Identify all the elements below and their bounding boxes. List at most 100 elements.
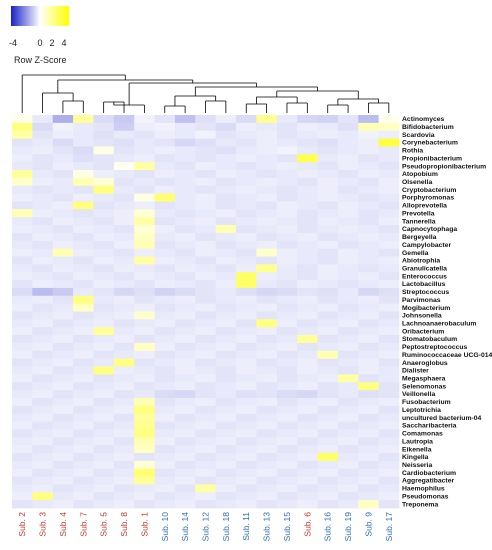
heatmap-cell xyxy=(113,170,135,179)
heatmap-cell xyxy=(134,382,155,391)
heatmap-cell xyxy=(32,468,54,477)
heatmap-cell xyxy=(73,280,94,289)
heatmap-cell xyxy=(337,287,359,297)
heatmap-cell xyxy=(12,209,33,218)
heatmap-cell xyxy=(297,445,318,454)
heatmap-cell xyxy=(337,382,359,391)
heatmap-cell xyxy=(358,335,380,344)
heatmap-cell xyxy=(154,201,176,210)
heatmap-cell xyxy=(337,154,359,163)
row-label: Alloprevotella xyxy=(402,203,447,210)
heatmap-cell xyxy=(73,225,94,234)
heatmap-cell xyxy=(276,350,298,360)
heatmap-cell xyxy=(378,445,400,454)
heatmap-cell xyxy=(297,138,318,147)
heatmap-cell xyxy=(12,460,33,470)
heatmap-cell xyxy=(12,358,33,367)
heatmap-cell xyxy=(134,366,155,375)
heatmap-cell xyxy=(358,232,380,242)
heatmap-cell xyxy=(297,397,318,407)
heatmap-cell xyxy=(297,146,318,155)
heatmap-cell xyxy=(32,280,54,289)
heatmap-cell xyxy=(12,232,33,242)
heatmap-cell xyxy=(52,232,74,242)
heatmap-cell xyxy=(12,335,33,344)
heatmap-cell xyxy=(236,193,257,202)
heatmap-cell xyxy=(134,146,155,155)
heatmap-cell xyxy=(52,358,74,367)
heatmap-cell xyxy=(134,429,155,438)
heatmap-cell xyxy=(317,217,339,226)
heatmap-cell xyxy=(73,311,94,320)
heatmap-cell xyxy=(73,115,94,124)
heatmap-cell xyxy=(73,303,94,312)
heatmap-cell xyxy=(236,225,257,234)
row-label: Campylobacter xyxy=(402,242,451,249)
heatmap-cell xyxy=(256,468,278,477)
heatmap-cell xyxy=(236,358,257,367)
heatmap-cell xyxy=(93,397,115,407)
heatmap-cell xyxy=(297,130,318,139)
heatmap-cell xyxy=(378,429,400,438)
heatmap-cell xyxy=(236,342,257,352)
heatmap-cell xyxy=(195,232,217,242)
heatmap-cell xyxy=(32,115,54,124)
heatmap-cell xyxy=(174,468,196,477)
heatmap-cell xyxy=(52,500,74,509)
heatmap-cell xyxy=(276,342,298,352)
heatmap-cell xyxy=(73,193,94,202)
heatmap-cell xyxy=(297,319,318,328)
heatmap-cell xyxy=(195,201,217,210)
heatmap-cell xyxy=(52,476,74,485)
heatmap-cell xyxy=(174,405,196,415)
heatmap-cell xyxy=(52,452,74,462)
heatmap-cell xyxy=(236,287,257,297)
heatmap-cell xyxy=(317,248,339,257)
heatmap-cell xyxy=(93,217,115,226)
heatmap-cell xyxy=(174,217,196,226)
heatmap-cell xyxy=(93,452,115,462)
heatmap-cell xyxy=(317,413,339,422)
row-label: Treponema xyxy=(402,501,438,508)
heatmap-cell xyxy=(154,303,176,312)
heatmap-cell xyxy=(12,146,33,155)
heatmap-cell xyxy=(195,382,217,391)
heatmap-cell xyxy=(236,311,257,320)
heatmap-cell xyxy=(32,421,54,430)
heatmap-cell xyxy=(73,154,94,163)
heatmap-cell xyxy=(195,177,217,187)
heatmap-cell xyxy=(113,445,135,454)
heatmap-cell xyxy=(337,138,359,147)
heatmap-cell xyxy=(93,201,115,210)
heatmap-cell xyxy=(337,429,359,438)
heatmap-cell xyxy=(358,390,380,399)
heatmap-cell xyxy=(93,335,115,344)
heatmap-cell xyxy=(276,437,298,446)
heatmap-cell xyxy=(93,122,115,132)
heatmap-cell xyxy=(378,311,400,320)
row-label: Capnocytophaga xyxy=(402,226,457,233)
heatmap-cell xyxy=(195,138,217,147)
heatmap-cell xyxy=(73,366,94,375)
heatmap-cell xyxy=(317,468,339,477)
heatmap-cell xyxy=(256,382,278,391)
heatmap-cell xyxy=(317,390,339,399)
heatmap-cell xyxy=(276,405,298,415)
heatmap-cell xyxy=(358,468,380,477)
heatmap-cell xyxy=(73,240,94,250)
heatmap-cell xyxy=(93,115,115,124)
heatmap-cell xyxy=(32,327,54,336)
heatmap-cell xyxy=(358,193,380,202)
heatmap-cell xyxy=(154,374,176,383)
row-label: Aggregatibacter xyxy=(402,478,454,485)
heatmap-cell xyxy=(73,287,94,297)
heatmap-cell xyxy=(236,295,257,305)
heatmap-cell xyxy=(337,413,359,422)
heatmap-cell xyxy=(297,421,318,430)
heatmap-cell xyxy=(134,445,155,454)
heatmap-cell xyxy=(215,201,237,210)
heatmap-cell xyxy=(215,397,237,407)
heatmap-cell xyxy=(378,177,400,187)
column-label: Sub. 15 xyxy=(282,512,292,542)
heatmap-cell xyxy=(236,240,257,250)
